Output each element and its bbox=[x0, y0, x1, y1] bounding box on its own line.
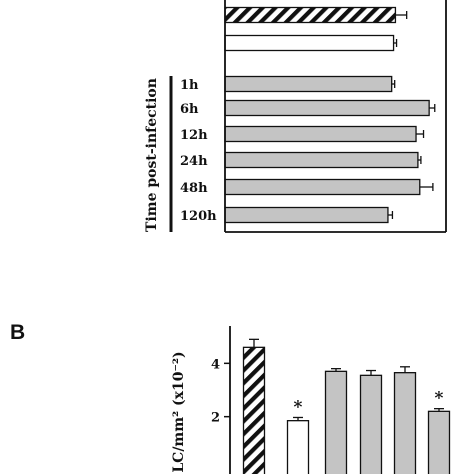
panel-a-category-label: 24h bbox=[180, 154, 208, 169]
panel-b-bar bbox=[427, 410, 451, 474]
panel-a-bar bbox=[224, 125, 417, 143]
panel-b-bar bbox=[286, 420, 310, 474]
panel-b-bar bbox=[393, 372, 417, 474]
y-axis-label: LC/mm² (x10⁻²) bbox=[171, 351, 187, 472]
panel-b-significance-marker: * bbox=[294, 397, 303, 417]
panel-b-significance-marker: * bbox=[435, 389, 444, 409]
group-label: Time post-infection bbox=[144, 78, 160, 232]
panel-a-bar bbox=[224, 178, 421, 196]
panel-a-bar bbox=[224, 6, 397, 24]
panel-a-category-labels: 1h 6h 12h 24h 48h 120h bbox=[180, 78, 217, 224]
panel-a-category-label: 12h bbox=[180, 128, 208, 143]
panel-a-bar bbox=[224, 151, 419, 169]
panel-b-tick-label: 2 bbox=[211, 411, 220, 426]
panel-a-category-label: 1h bbox=[180, 78, 199, 93]
panel-b-chart: B LC/mm² (x10⁻²) 42 * * bbox=[10, 321, 451, 474]
panel-a-bars bbox=[224, 6, 436, 224]
panel-b-y-ticks: 42 bbox=[211, 357, 230, 426]
panel-a-category-label: 48h bbox=[180, 181, 208, 196]
panel-a-chart: Time post-infection 1h 6h 12h 24h 48h 120h bbox=[144, 0, 447, 233]
panel-a-category-label: 6h bbox=[180, 102, 199, 117]
panel-b-bars: * * bbox=[242, 338, 451, 474]
panel-a-bar bbox=[224, 206, 389, 224]
panel-a-bar bbox=[224, 75, 393, 93]
panel-a-category-label: 120h bbox=[180, 209, 217, 224]
panel-b-bar bbox=[324, 370, 348, 474]
panel-b-bar bbox=[359, 374, 383, 474]
panel-b-tick-label: 4 bbox=[211, 357, 220, 372]
panel-a-bar bbox=[224, 34, 395, 52]
panel-a-bar bbox=[224, 99, 430, 117]
panel-b-bar bbox=[242, 346, 266, 474]
panel-label-b: B bbox=[10, 321, 25, 344]
